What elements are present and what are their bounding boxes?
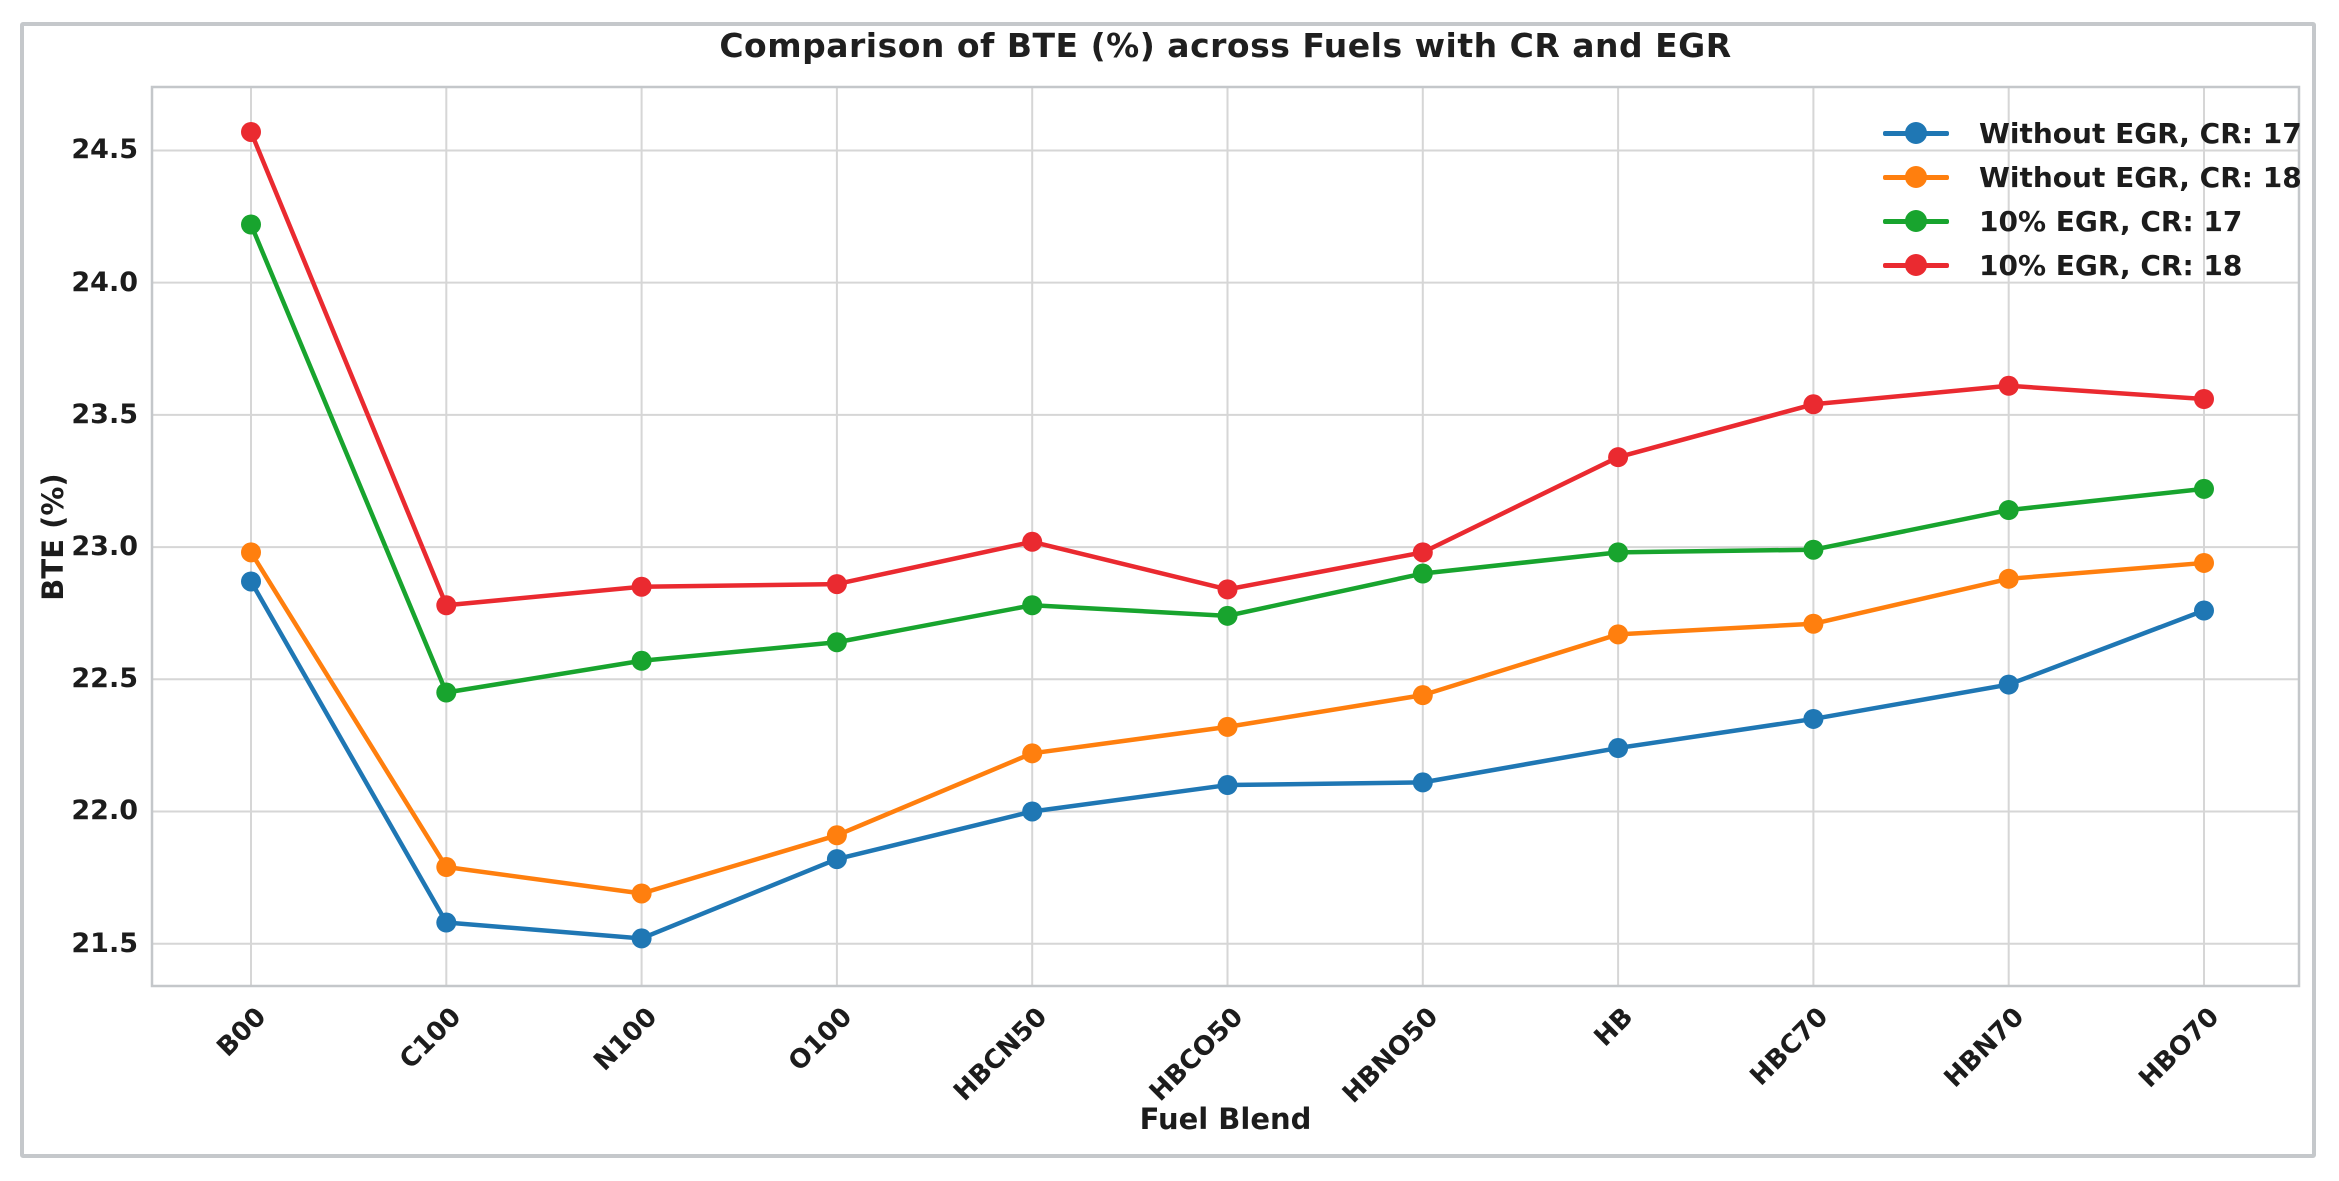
data-point [826, 825, 847, 846]
data-point [631, 576, 652, 597]
data-point [1217, 579, 1238, 600]
legend-label: 10% EGR, CR: 18 [1979, 248, 2243, 282]
data-point [2194, 552, 2214, 573]
data-point [1412, 685, 1433, 706]
data-point [1412, 772, 1433, 793]
x-axis-label: Fuel Blend [1139, 1102, 1312, 1136]
data-point [1998, 375, 2019, 396]
legend-label: Without EGR, CR: 17 [1979, 116, 2302, 150]
data-point [1022, 531, 1043, 552]
y-tick-label: 24.5 [71, 134, 138, 166]
legend-line-marker-icon [1883, 254, 1949, 276]
data-point [436, 857, 457, 878]
data-point [2194, 600, 2214, 621]
data-point [241, 121, 261, 142]
data-point [826, 632, 847, 653]
data-point [1022, 743, 1043, 764]
data-point [1608, 738, 1629, 759]
y-tick-label: 22.5 [71, 663, 138, 695]
y-tick-label: 23.5 [71, 398, 138, 430]
data-point [631, 883, 652, 904]
data-point [826, 849, 847, 870]
data-point [1217, 605, 1238, 626]
chart-title: Comparison of BTE (%) across Fuels with … [719, 26, 1732, 65]
y-tick-label: 23.0 [71, 531, 138, 563]
data-point [1998, 674, 2019, 695]
data-point [436, 682, 457, 703]
legend-label: 10% EGR, CR: 17 [1979, 204, 2243, 238]
legend-entry: 10% EGR, CR: 17 [1883, 199, 2302, 243]
data-point [631, 650, 652, 671]
axes-spines [150, 85, 2301, 988]
data-point [1998, 500, 2019, 521]
data-point [1998, 568, 2019, 589]
data-point [1217, 775, 1238, 796]
data-point [1803, 708, 1824, 729]
data-point [1803, 613, 1824, 634]
legend-entry: Without EGR, CR: 18 [1883, 155, 2302, 199]
data-point [1608, 624, 1629, 645]
y-tick-label: 24.0 [71, 266, 138, 298]
data-point [1022, 801, 1043, 822]
legend-label: Without EGR, CR: 18 [1979, 160, 2302, 194]
legend: Without EGR, CR: 17 Without EGR, CR: 18 10… [1883, 111, 2302, 287]
data-point [1608, 542, 1629, 563]
legend-entry: Without EGR, CR: 17 [1883, 111, 2302, 155]
data-point [2194, 389, 2214, 410]
data-point [2194, 478, 2214, 499]
legend-line-marker-icon [1883, 210, 1949, 232]
legend-line-marker-icon [1883, 166, 1949, 188]
y-tick-label: 22.0 [71, 795, 138, 827]
legend-entry: 10% EGR, CR: 18 [1883, 243, 2302, 287]
data-point [436, 912, 457, 933]
data-point [1608, 447, 1629, 468]
data-point [1022, 595, 1043, 616]
data-point [241, 214, 261, 235]
data-point [826, 574, 847, 595]
legend-line-marker-icon [1883, 122, 1949, 144]
data-point [1412, 563, 1433, 584]
data-point [631, 928, 652, 949]
data-point [1803, 539, 1824, 560]
data-point [1803, 394, 1824, 415]
data-point [241, 571, 261, 592]
data-point [436, 595, 457, 616]
data-point [1217, 716, 1238, 737]
y-tick-label: 21.5 [71, 927, 138, 959]
data-point [241, 542, 261, 563]
data-point [1412, 542, 1433, 563]
